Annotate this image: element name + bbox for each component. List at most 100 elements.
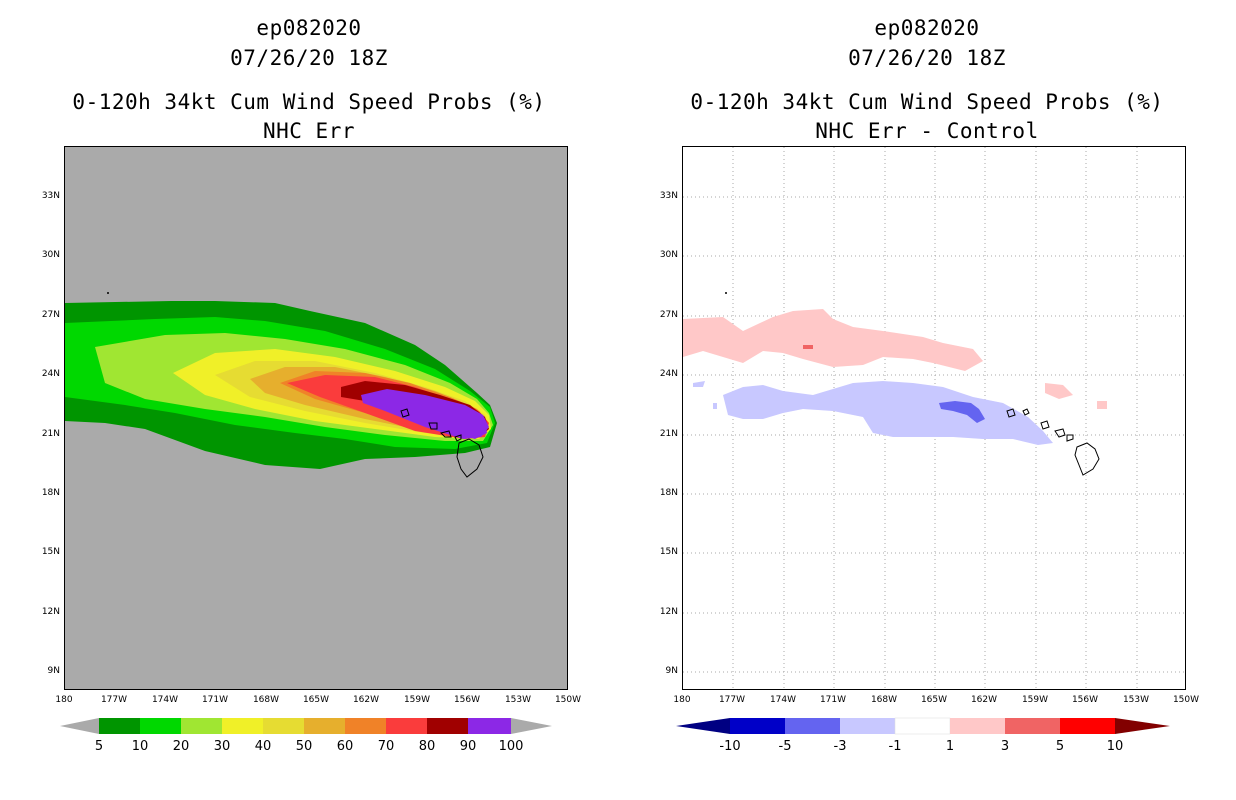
lon-label: 180	[55, 695, 73, 705]
lon-label: 174W	[769, 695, 797, 705]
lat-label: 24N	[41, 369, 60, 379]
storm-id-title: ep082020	[874, 16, 980, 40]
colorbar-label: 5	[94, 739, 104, 754]
colorbar-label: -3	[833, 739, 847, 754]
colorbar-label: 20	[172, 739, 190, 754]
right-panel: ep082020 07/26/20 18Z 0-120h 34kt Cum Wi…	[618, 0, 1236, 800]
colorbar-swatch	[840, 718, 895, 734]
colorbar-label: -1	[888, 739, 902, 754]
colorbar-label: 3	[1000, 739, 1010, 754]
colorbar-swatch	[950, 718, 1005, 734]
left-panel: ep082020 07/26/20 18Z 0-120h 34kt Cum Wi…	[41, 16, 582, 754]
lat-label: 24N	[659, 369, 678, 379]
lat-label: 9N	[665, 666, 678, 676]
lon-label: 171W	[819, 695, 847, 705]
datetime-title: 07/26/20 18Z	[230, 46, 388, 70]
lon-label: 168W	[252, 695, 280, 705]
lon-label: 159W	[403, 695, 431, 705]
colorbar-label: 70	[377, 739, 395, 754]
colorbar-swatch	[785, 718, 840, 734]
lat-label: 27N	[41, 310, 60, 320]
storm-id-title: ep082020	[256, 16, 362, 40]
lat-label: 30N	[41, 250, 60, 260]
colorbar-label: 10	[131, 739, 149, 754]
hawaii-islands	[400, 408, 484, 478]
panel-subtitle: NHC Err	[262, 119, 355, 143]
panel-subtitle: NHC Err - Control	[815, 119, 1039, 143]
lat-label: 27N	[659, 310, 678, 320]
lon-label: 165W	[920, 695, 948, 705]
lat-label: 15N	[41, 547, 60, 557]
difference-colorbar	[676, 717, 1170, 735]
lon-label: 165W	[302, 695, 330, 705]
lon-label: 156W	[453, 695, 481, 705]
negative-diff-region	[713, 403, 717, 409]
probability-map	[64, 146, 568, 690]
lat-label: 21N	[41, 429, 60, 439]
colorbar-label: 40	[254, 739, 272, 754]
lat-label: 12N	[41, 607, 60, 617]
colorbar-swatch	[304, 718, 345, 734]
negative-diff-region	[723, 381, 1053, 445]
colorbar-swatch	[468, 718, 511, 734]
lat-label: 18N	[659, 488, 678, 498]
colorbar-left-cap	[60, 718, 99, 734]
lon-label: 150W	[1172, 695, 1200, 705]
lat-label: 12N	[659, 607, 678, 617]
negative-diff-region	[693, 381, 705, 387]
lon-label: 156W	[1071, 695, 1099, 705]
product-title: 0-120h 34kt Cum Wind Speed Probs (%)	[72, 90, 546, 114]
lon-label: 177W	[100, 695, 128, 705]
colorbar-label: 60	[336, 739, 354, 754]
colorbar-swatch	[730, 718, 785, 734]
colorbar-left-cap	[676, 718, 730, 734]
colorbar-swatch	[1005, 718, 1060, 734]
lon-label: 174W	[151, 695, 179, 705]
lat-label: 9N	[47, 666, 60, 676]
lon-label: 180	[673, 695, 691, 705]
lat-label: 15N	[659, 547, 678, 557]
colorbar-label: 1	[945, 739, 955, 754]
positive-diff-region	[1045, 383, 1073, 399]
lat-label: 21N	[659, 429, 678, 439]
positive-diff-core	[803, 345, 813, 349]
colorbar-swatch	[894, 717, 951, 735]
colorbar-swatch	[222, 718, 263, 734]
lon-label: 177W	[718, 695, 746, 705]
probability-colorbar	[60, 718, 552, 734]
colorbar-right-cap	[1115, 718, 1170, 734]
hawaii-islands	[1006, 408, 1100, 476]
colorbar-label: 5	[1055, 739, 1065, 754]
colorbar-label: -10	[719, 739, 741, 754]
colorbar-swatch	[99, 718, 140, 734]
colorbar-right-cap	[511, 718, 552, 734]
lat-label: 33N	[41, 191, 60, 201]
colorbar-swatch	[386, 718, 427, 734]
lat-label: 33N	[659, 191, 678, 201]
positive-diff-region	[683, 309, 983, 371]
contour-100	[371, 391, 487, 439]
lon-label: 171W	[201, 695, 229, 705]
lon-label: 159W	[1021, 695, 1049, 705]
lon-label: 150W	[554, 695, 582, 705]
lat-label: 18N	[41, 488, 60, 498]
lon-label: 162W	[970, 695, 998, 705]
lon-label: 153W	[1122, 695, 1150, 705]
colorbar-label: -5	[778, 739, 792, 754]
negative-diff-core	[939, 401, 985, 423]
lon-label: 153W	[504, 695, 532, 705]
colorbar-swatch	[1060, 718, 1115, 734]
colorbar-label: 10	[1106, 739, 1124, 754]
positive-diff-region	[1097, 401, 1107, 409]
colorbar-swatch	[263, 718, 304, 734]
colorbar-swatch	[345, 718, 386, 734]
colorbar-label: 90	[459, 739, 477, 754]
colorbar-label: 50	[295, 739, 313, 754]
lon-label: 168W	[870, 695, 898, 705]
lat-label: 30N	[659, 250, 678, 260]
product-title: 0-120h 34kt Cum Wind Speed Probs (%)	[690, 90, 1164, 114]
colorbar-swatch	[140, 718, 181, 734]
colorbar-label: 100	[498, 739, 524, 754]
colorbar-label: 80	[418, 739, 436, 754]
colorbar-swatch	[427, 718, 468, 734]
